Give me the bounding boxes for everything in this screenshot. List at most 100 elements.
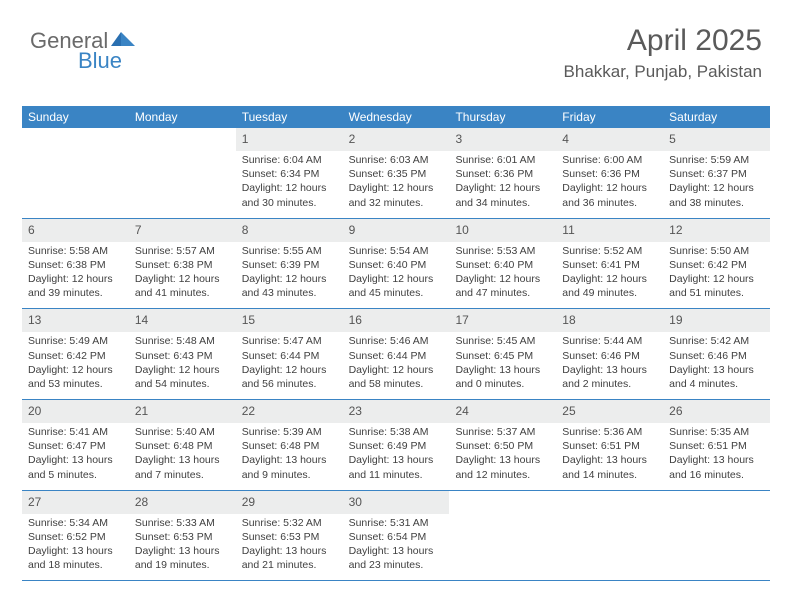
calendar-cell: 29Sunrise: 5:32 AMSunset: 6:53 PMDayligh… [236,491,343,581]
cell-line: and 21 minutes. [242,558,337,572]
calendar-cell [129,128,236,218]
cell-body: Sunrise: 5:34 AMSunset: 6:52 PMDaylight:… [22,514,129,581]
cell-line: Sunset: 6:51 PM [562,439,657,453]
calendar-cell: 2Sunrise: 6:03 AMSunset: 6:35 PMDaylight… [343,128,450,218]
cell-line: Sunrise: 5:59 AM [669,153,764,167]
cell-body: Sunrise: 5:49 AMSunset: 6:42 PMDaylight:… [22,332,129,399]
day-number: 17 [455,313,468,327]
cell-line: Daylight: 13 hours [349,544,444,558]
cell-line: Daylight: 13 hours [135,453,230,467]
calendar-cell: 28Sunrise: 5:33 AMSunset: 6:53 PMDayligh… [129,491,236,581]
cell-line: Sunset: 6:37 PM [669,167,764,181]
cell-line: Daylight: 12 hours [135,363,230,377]
day-header: Monday [129,106,236,128]
cell-line: and 56 minutes. [242,377,337,391]
cell-line: Sunset: 6:36 PM [562,167,657,181]
day-header: Tuesday [236,106,343,128]
calendar-cell: 11 Sunrise: 5:52 AMSunset: 6:41 PMDayligh… [556,219,663,309]
cell-line: and 5 minutes. [28,468,123,482]
calendar-week: 13 Sunrise: 5:49 AMSunset: 6:42 PMDayligh… [22,309,770,400]
month-title: April 2025 [564,24,762,58]
calendar-cell: 1Sunrise: 6:04 AMSunset: 6:34 PMDaylight… [236,128,343,218]
cell-line: Sunset: 6:46 PM [562,349,657,363]
cell-line: and 49 minutes. [562,286,657,300]
calendar-cell: 24Sunrise: 5:37 AMSunset: 6:50 PMDayligh… [449,400,556,490]
cell-body: Sunrise: 5:52 AMSunset: 6:41 PMDaylight:… [556,242,663,309]
calendar-cell: 26Sunrise: 5:35 AMSunset: 6:51 PMDayligh… [663,400,770,490]
cell-line: Sunrise: 5:37 AM [455,425,550,439]
cell-line: and 2 minutes. [562,377,657,391]
day-number: 27 [28,495,41,509]
calendar-cell: 27 Sunrise: 5:34 AMSunset: 6:52 PMDayligh… [22,491,129,581]
cell-line: and 30 minutes. [242,196,337,210]
calendar-cell: 17Sunrise: 5:45 AMSunset: 6:45 PMDayligh… [449,309,556,399]
cell-line: Daylight: 13 hours [562,453,657,467]
cell-line: Sunrise: 5:46 AM [349,334,444,348]
cell-line: Sunset: 6:48 PM [135,439,230,453]
day-number: 11 [562,223,574,237]
cell-line: and 11 minutes. [349,468,444,482]
cell-line: Sunset: 6:52 PM [28,530,123,544]
calendar: SundayMondayTuesdayWednesdayThursdayFrid… [22,106,770,581]
cell-body: Sunrise: 6:01 AMSunset: 6:36 PMDaylight:… [449,151,556,218]
calendar-cell: 12 Sunrise: 5:50 AMSunset: 6:42 PMDayligh… [663,219,770,309]
cell-line: Sunrise: 5:52 AM [562,244,657,258]
cell-line: Sunset: 6:53 PM [135,530,230,544]
calendar-cell [22,128,129,218]
cell-body: Sunrise: 5:47 AMSunset: 6:44 PMDaylight:… [236,332,343,399]
day-number: 3 [455,132,462,146]
calendar-cell: 7Sunrise: 5:57 AMSunset: 6:38 PMDaylight… [129,219,236,309]
cell-body: Sunrise: 5:58 AMSunset: 6:38 PMDaylight:… [22,242,129,309]
calendar-cell: 22Sunrise: 5:39 AMSunset: 6:48 PMDayligh… [236,400,343,490]
cell-line: Daylight: 12 hours [562,272,657,286]
cell-body: Sunrise: 5:48 AMSunset: 6:43 PMDaylight:… [129,332,236,399]
cell-line: Sunrise: 5:53 AM [455,244,550,258]
calendar-cell: 21 Sunrise: 5:40 AMSunset: 6:48 PMDayligh… [129,400,236,490]
cell-body: Sunrise: 5:46 AMSunset: 6:44 PMDaylight:… [343,332,450,399]
cell-line: and 47 minutes. [455,286,550,300]
cell-line: Sunrise: 5:38 AM [349,425,444,439]
calendar-cell: 25Sunrise: 5:36 AMSunset: 6:51 PMDayligh… [556,400,663,490]
cell-line: Sunrise: 5:44 AM [562,334,657,348]
cell-line: Sunrise: 5:40 AM [135,425,230,439]
day-headers-row: SundayMondayTuesdayWednesdayThursdayFrid… [22,106,770,128]
cell-body: Sunrise: 5:57 AMSunset: 6:38 PMDaylight:… [129,242,236,309]
cell-body: Sunrise: 5:36 AMSunset: 6:51 PMDaylight:… [556,423,663,490]
cell-body: Sunrise: 5:40 AMSunset: 6:48 PMDaylight:… [129,423,236,490]
cell-body: Sunrise: 6:00 AMSunset: 6:36 PMDaylight:… [556,151,663,218]
cell-line: Daylight: 13 hours [562,363,657,377]
day-number: 10 [455,223,468,237]
cell-line: Sunrise: 5:54 AM [349,244,444,258]
cell-line: and 41 minutes. [135,286,230,300]
cell-body: Sunrise: 5:50 AMSunset: 6:42 PMDaylight:… [663,242,770,309]
calendar-week: 6Sunrise: 5:58 AMSunset: 6:38 PMDaylight… [22,219,770,310]
cell-line: and 34 minutes. [455,196,550,210]
day-number: 13 [28,313,41,327]
cell-line: Daylight: 13 hours [28,453,123,467]
day-number: 21 [135,404,148,418]
cell-line: and 43 minutes. [242,286,337,300]
cell-line: Sunset: 6:46 PM [669,349,764,363]
cell-line: Daylight: 12 hours [669,272,764,286]
calendar-weeks: 1Sunrise: 6:04 AMSunset: 6:34 PMDaylight… [22,128,770,581]
calendar-cell: 10 Sunrise: 5:53 AMSunset: 6:40 PMDayligh… [449,219,556,309]
day-number: 9 [349,223,356,237]
day-number: 4 [562,132,569,146]
day-number: 15 [242,313,255,327]
cell-line: and 38 minutes. [669,196,764,210]
cell-line: Sunset: 6:41 PM [562,258,657,272]
calendar-cell: 13 Sunrise: 5:49 AMSunset: 6:42 PMDayligh… [22,309,129,399]
location-label: Bhakkar, Punjab, Pakistan [564,62,762,82]
cell-body: Sunrise: 5:31 AMSunset: 6:54 PMDaylight:… [343,514,450,581]
cell-line: Sunset: 6:44 PM [349,349,444,363]
day-number: 18 [562,313,575,327]
cell-line: Daylight: 12 hours [135,272,230,286]
cell-body: Sunrise: 5:53 AMSunset: 6:40 PMDaylight:… [449,242,556,309]
day-number: 24 [455,404,468,418]
cell-line: and 23 minutes. [349,558,444,572]
cell-line: Daylight: 12 hours [455,181,550,195]
day-number: 12 [669,223,682,237]
cell-line: and 54 minutes. [135,377,230,391]
calendar-cell: 5Sunrise: 5:59 AMSunset: 6:37 PMDaylight… [663,128,770,218]
cell-line: Daylight: 13 hours [455,363,550,377]
